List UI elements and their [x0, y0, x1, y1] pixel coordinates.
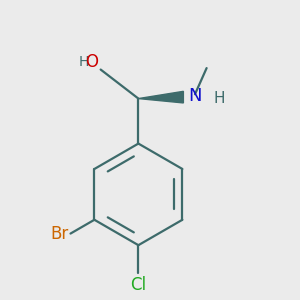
Text: H: H — [79, 55, 89, 69]
Text: H: H — [214, 91, 225, 106]
Text: Br: Br — [51, 225, 69, 243]
Text: Cl: Cl — [130, 276, 146, 294]
Polygon shape — [138, 91, 183, 103]
Text: N: N — [188, 87, 202, 105]
Text: O: O — [85, 53, 98, 71]
